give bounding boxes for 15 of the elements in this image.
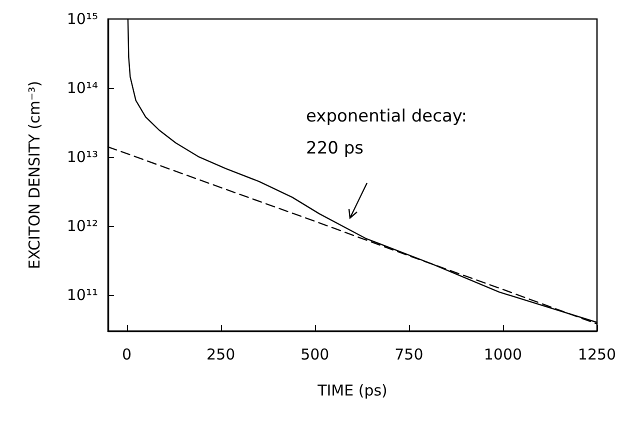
y-axis-title: EXCITON DENSITY (cm⁻³) xyxy=(26,80,44,270)
annotation: 220 ps xyxy=(306,138,364,158)
y-tick-label: 10¹³ xyxy=(66,148,98,166)
x-tick-label: 1250 xyxy=(578,346,616,364)
y-tick-label: 10¹¹ xyxy=(66,286,98,304)
y-tick-label: 10¹⁴ xyxy=(66,78,98,97)
x-tick-label: 1000 xyxy=(484,346,522,364)
y-tick-label: 10¹⁵ xyxy=(66,10,98,28)
x-tick-label: 250 xyxy=(206,346,236,364)
x-tick-label: 0 xyxy=(122,346,132,364)
annotation: exponential decay: xyxy=(306,106,467,126)
x-axis-title: TIME (ps) xyxy=(316,382,388,400)
y-tick-label: 10¹² xyxy=(66,216,98,235)
x-tick-label: 750 xyxy=(394,346,424,364)
x-tick-label: 500 xyxy=(300,346,330,364)
